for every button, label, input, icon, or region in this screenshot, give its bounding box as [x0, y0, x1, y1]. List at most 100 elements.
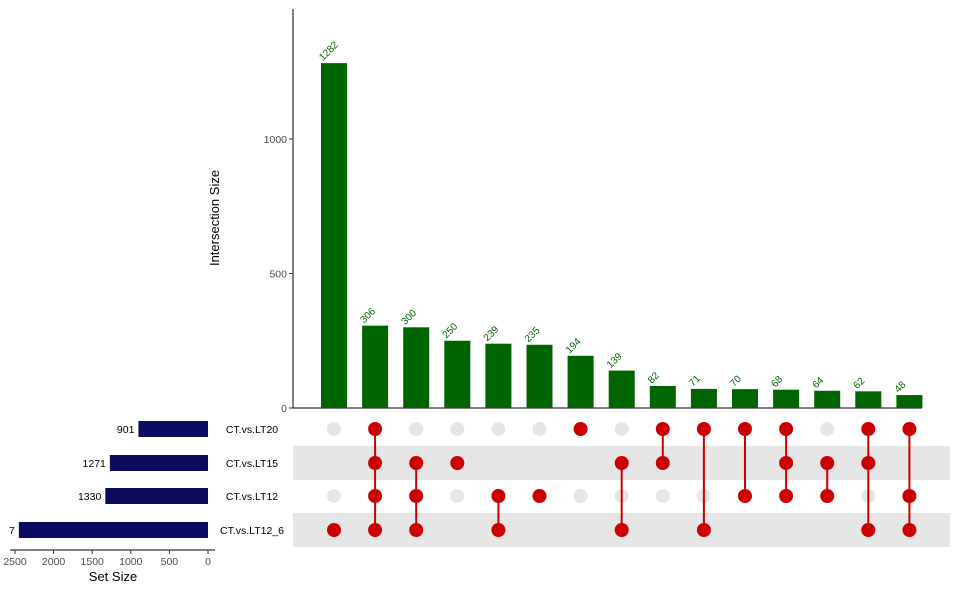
matrix-dot-inactive [655, 489, 670, 503]
matrix-dot-active [696, 422, 711, 436]
intersection-bar-label: 82 [646, 370, 662, 386]
matrix-dot-active [532, 489, 547, 503]
matrix-dot-active [409, 456, 424, 470]
matrix-dot-active [450, 456, 465, 470]
intersection-bar [773, 389, 800, 408]
set-size-tick-label: 500 [161, 556, 179, 568]
intersection-bar-label: 62 [852, 375, 868, 391]
matrix-dot-active [655, 422, 670, 436]
matrix-dot-active [491, 523, 506, 537]
y-tick-label: 500 [269, 269, 287, 281]
matrix-dot-active [861, 422, 876, 436]
matrix-dot-inactive [450, 422, 465, 436]
intersection-bar [690, 388, 717, 408]
intersection-bars [321, 63, 923, 408]
set-size-label: 7 [9, 525, 15, 537]
set-size-label: 1330 [78, 491, 102, 503]
matrix-dot-active [327, 523, 341, 537]
matrix-dot-inactive [820, 422, 835, 436]
matrix-dot-inactive [491, 422, 506, 436]
set-size-tick-label: 2000 [42, 556, 66, 568]
y-tick-label: 0 [281, 403, 287, 415]
matrix-dot-active [573, 422, 588, 436]
matrix-dot-active [902, 422, 917, 436]
intersection-bar-label: 306 [358, 306, 378, 326]
intersection-bar-label: 250 [441, 321, 461, 341]
intersection-bar-label: 235 [523, 325, 543, 345]
matrix-dot-inactive [491, 456, 506, 470]
set-size-tick-label: 2500 [3, 556, 27, 568]
set-size-bar [109, 455, 208, 471]
matrix-dot-active [738, 489, 752, 503]
matrix-dot-active [902, 489, 917, 503]
matrix-dot-active [491, 489, 506, 503]
set-size-bar [105, 488, 208, 504]
set-size-bar [138, 421, 208, 437]
matrix-dot-inactive [532, 523, 547, 537]
intersection-bar-label: 68 [769, 374, 785, 390]
matrix-dot-active [614, 456, 629, 470]
matrix-dot-inactive [573, 489, 588, 503]
matrix-dot-active [368, 489, 383, 503]
intersection-bar-label: 48 [893, 379, 909, 395]
set-size-label: 901 [117, 424, 135, 436]
matrix-dot-active [779, 422, 794, 436]
matrix-dot-active [409, 489, 424, 503]
matrix-dot-active [861, 523, 876, 537]
matrix-dot-active [820, 456, 835, 470]
matrix-dot-inactive [327, 456, 341, 470]
set-size-chart: 901 CT.vs.LT20 1271 CT.vs.LT15 1330 CT.vs.LT1… [3, 421, 284, 568]
matrix-dot-active [614, 523, 629, 537]
set-name-label: CT.vs.LT15 [226, 458, 278, 470]
set-size-bar [18, 522, 208, 538]
intersection-bar [732, 389, 758, 408]
set-name-label: CT.vs.LT12 [226, 491, 278, 503]
y-axis-title: Intersection Size [207, 170, 222, 266]
matrix-dot-active [779, 456, 794, 470]
intersection-bar [855, 391, 882, 408]
matrix-dot-inactive [532, 456, 547, 470]
intersection-matrix [327, 422, 917, 537]
set-name-label: CT.vs.LT12_6 [220, 525, 284, 537]
matrix-dot-inactive [655, 523, 670, 537]
matrix-dot-inactive [573, 523, 588, 537]
matrix-dot-inactive [614, 422, 629, 436]
intersection-bar [321, 63, 347, 408]
intersection-bar-label: 64 [811, 375, 827, 391]
matrix-dot-inactive [327, 489, 341, 503]
intersection-bar-label: 300 [400, 308, 420, 328]
matrix-dot-active [861, 456, 876, 470]
intersection-bar-label: 194 [564, 336, 584, 356]
matrix-dot-active [902, 523, 917, 537]
matrix-dot-inactive [779, 523, 794, 537]
matrix-dot-inactive [409, 422, 424, 436]
intersection-bar [526, 344, 553, 408]
matrix-dot-active [368, 422, 383, 436]
matrix-dot-inactive [573, 456, 588, 470]
matrix-dot-active [368, 456, 383, 470]
set-size-label: 1271 [83, 458, 107, 470]
matrix-dot-inactive [532, 422, 547, 436]
set-size-axis-title: Set Size [89, 569, 137, 584]
matrix-dot-inactive [450, 523, 465, 537]
y-tick-label: 1000 [264, 134, 288, 146]
set-name-label: CT.vs.LT20 [226, 424, 278, 436]
intersection-bar [567, 355, 594, 408]
intersection-bar [608, 370, 635, 408]
intersection-bar [814, 390, 841, 408]
matrix-dot-inactive [450, 489, 465, 503]
matrix-dot-active [655, 456, 670, 470]
matrix-dot-active [696, 523, 711, 537]
intersection-bar [485, 343, 512, 408]
matrix-dot-inactive [820, 523, 835, 537]
matrix-dot-active [779, 489, 794, 503]
intersection-bar-label: 70 [728, 373, 744, 389]
intersection-bar [362, 325, 389, 408]
matrix-dot-active [738, 422, 752, 436]
intersection-bar [444, 340, 471, 408]
intersection-bar-label: 1282 [317, 39, 341, 63]
matrix-dot-active [409, 523, 424, 537]
matrix-dot-active [368, 523, 383, 537]
intersection-bar-label: 71 [687, 373, 703, 389]
set-size-tick-label: 1000 [119, 556, 143, 568]
